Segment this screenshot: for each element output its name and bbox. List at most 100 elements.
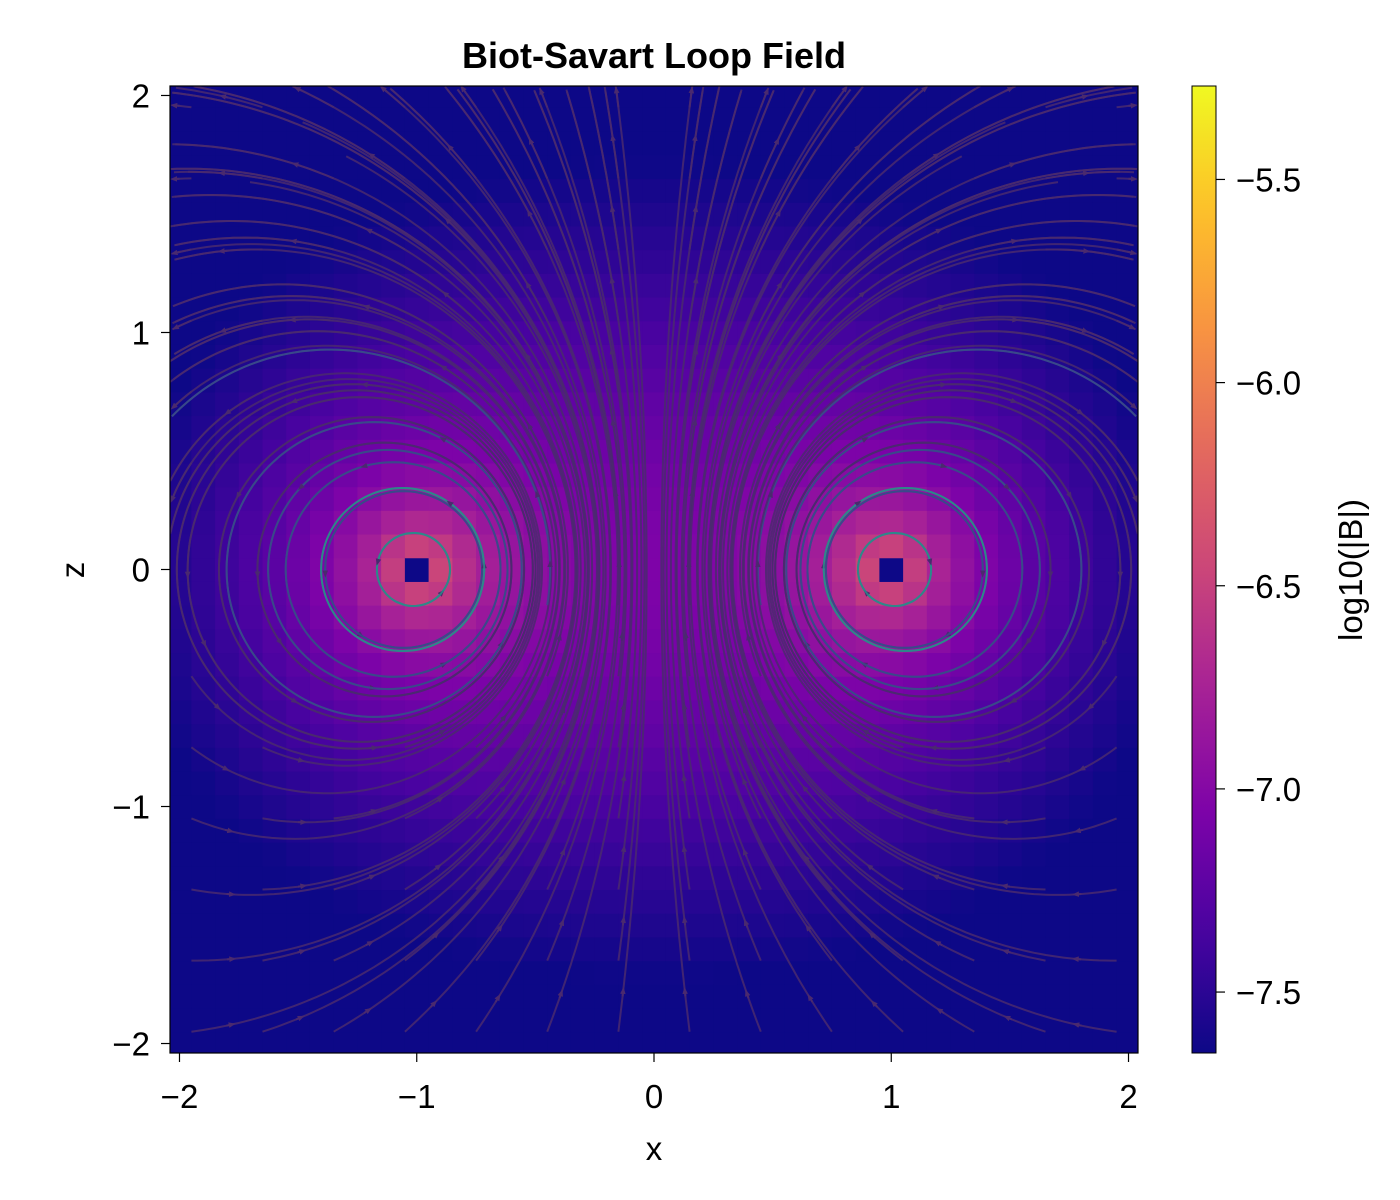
heatmap-cell bbox=[926, 86, 952, 108]
heatmap-cell bbox=[950, 1031, 975, 1053]
colorbar-label: log10(|B|) bbox=[1332, 499, 1369, 641]
heatmap-cell bbox=[170, 533, 192, 559]
heatmap-cell bbox=[215, 984, 240, 1009]
heatmap-cell bbox=[191, 320, 216, 345]
streamline-arrow bbox=[291, 162, 301, 168]
streamline bbox=[284, 461, 502, 678]
heatmap-cell bbox=[1092, 747, 1118, 772]
heatmap-cell bbox=[1116, 913, 1138, 938]
heatmap-cell bbox=[191, 960, 216, 985]
streamline bbox=[170, 318, 334, 363]
heatmap-cell bbox=[238, 865, 264, 891]
heatmap-cell bbox=[926, 1007, 952, 1033]
streamline-arrow bbox=[217, 170, 228, 177]
heatmap-cell bbox=[1092, 557, 1118, 582]
heatmap-cell bbox=[689, 178, 714, 203]
streamline-arrow bbox=[236, 490, 242, 500]
heatmap-cell bbox=[879, 510, 904, 535]
streamline bbox=[170, 378, 541, 761]
heatmap-cell bbox=[238, 486, 264, 511]
heatmap-cell bbox=[1021, 913, 1047, 938]
heatmap-cell bbox=[381, 1031, 406, 1053]
heatmap-cell bbox=[215, 131, 240, 156]
heatmap-cell bbox=[381, 107, 406, 132]
heatmap-cell bbox=[642, 699, 667, 725]
streamline-arrow bbox=[379, 86, 388, 93]
heatmap-cell bbox=[998, 960, 1023, 985]
heatmap-cell bbox=[170, 415, 192, 440]
heatmap-cell bbox=[1045, 842, 1070, 867]
heatmap-cell bbox=[1116, 581, 1138, 606]
colorbar-tick-label: −5.5 bbox=[1236, 161, 1301, 198]
heatmap-cell bbox=[215, 913, 240, 938]
streamline-arrow bbox=[936, 304, 946, 311]
heatmap-cell bbox=[1092, 699, 1118, 725]
heatmap-cell bbox=[357, 86, 382, 108]
heatmap-cell bbox=[879, 581, 904, 606]
heatmap-cell bbox=[1069, 699, 1094, 725]
heatmap-cell bbox=[998, 462, 1023, 488]
streamline bbox=[774, 396, 1122, 743]
streamline-arrow bbox=[460, 86, 467, 94]
heatmap-cell bbox=[476, 1007, 501, 1033]
heatmap-cell bbox=[1116, 131, 1138, 156]
heatmap-cell bbox=[689, 913, 714, 938]
heatmap-cell bbox=[998, 1031, 1023, 1053]
heatmap-cell bbox=[357, 936, 382, 962]
streamline-arrow bbox=[297, 883, 308, 890]
heatmap-cell bbox=[215, 628, 240, 654]
heatmap-cell bbox=[309, 154, 335, 180]
heatmap-cell bbox=[404, 984, 430, 1009]
heatmap-cell bbox=[784, 936, 809, 962]
heatmap-cell bbox=[215, 107, 240, 132]
heatmap-cell bbox=[594, 889, 620, 914]
heatmap-cell bbox=[523, 1007, 548, 1033]
heatmap-cell bbox=[286, 842, 311, 867]
heatmap-cell bbox=[1069, 747, 1094, 772]
heatmap-cell bbox=[476, 842, 501, 867]
heatmap-cell bbox=[1045, 605, 1070, 630]
heatmap-cell bbox=[357, 533, 382, 559]
streamline bbox=[771, 389, 1133, 750]
heatmap-cell bbox=[381, 131, 406, 156]
heatmap-cell bbox=[950, 960, 975, 985]
streamline-arrow bbox=[226, 1022, 236, 1028]
streamline bbox=[831, 330, 1138, 393]
heatmap-cell bbox=[974, 605, 999, 630]
streamline bbox=[719, 181, 1117, 962]
y-tick-label: 1 bbox=[132, 314, 150, 351]
heatmap-cell bbox=[381, 1007, 406, 1033]
heatmap-cell bbox=[428, 154, 453, 180]
heatmap-cell bbox=[642, 86, 667, 108]
streamline bbox=[256, 441, 513, 698]
heatmap-cell bbox=[642, 747, 667, 772]
streamline bbox=[759, 87, 806, 179]
heatmap-cell bbox=[191, 131, 216, 156]
streamline bbox=[225, 421, 523, 718]
heatmap-cell bbox=[831, 1031, 857, 1053]
streamline-arrow bbox=[853, 500, 862, 508]
heatmap-cell bbox=[926, 889, 952, 914]
heatmap-cell bbox=[926, 605, 952, 630]
streamline-arrow bbox=[1078, 765, 1088, 771]
heatmap-cell bbox=[665, 557, 691, 582]
heatmap-cell bbox=[170, 273, 192, 298]
streamline-arrow bbox=[435, 796, 445, 803]
heatmap-cell bbox=[950, 723, 975, 748]
heatmap-cell bbox=[950, 842, 975, 867]
heatmap-cell bbox=[1116, 225, 1138, 251]
heatmap-cell bbox=[1021, 652, 1047, 677]
streamline bbox=[831, 87, 919, 180]
heatmap-cell bbox=[879, 652, 904, 677]
plot-area bbox=[169, 85, 1139, 1054]
heatmap-cell bbox=[1092, 865, 1118, 891]
streamline-arrow bbox=[442, 291, 451, 298]
heatmap-cell bbox=[737, 1007, 762, 1033]
heatmap-cell bbox=[903, 1007, 928, 1033]
heatmap-cell bbox=[404, 913, 430, 938]
streamline-arrow bbox=[296, 949, 307, 955]
streamline-arrow bbox=[539, 87, 545, 97]
heatmap-cell bbox=[238, 605, 264, 630]
y-tick-label: 0 bbox=[132, 552, 150, 589]
heatmap-cell bbox=[998, 131, 1023, 156]
